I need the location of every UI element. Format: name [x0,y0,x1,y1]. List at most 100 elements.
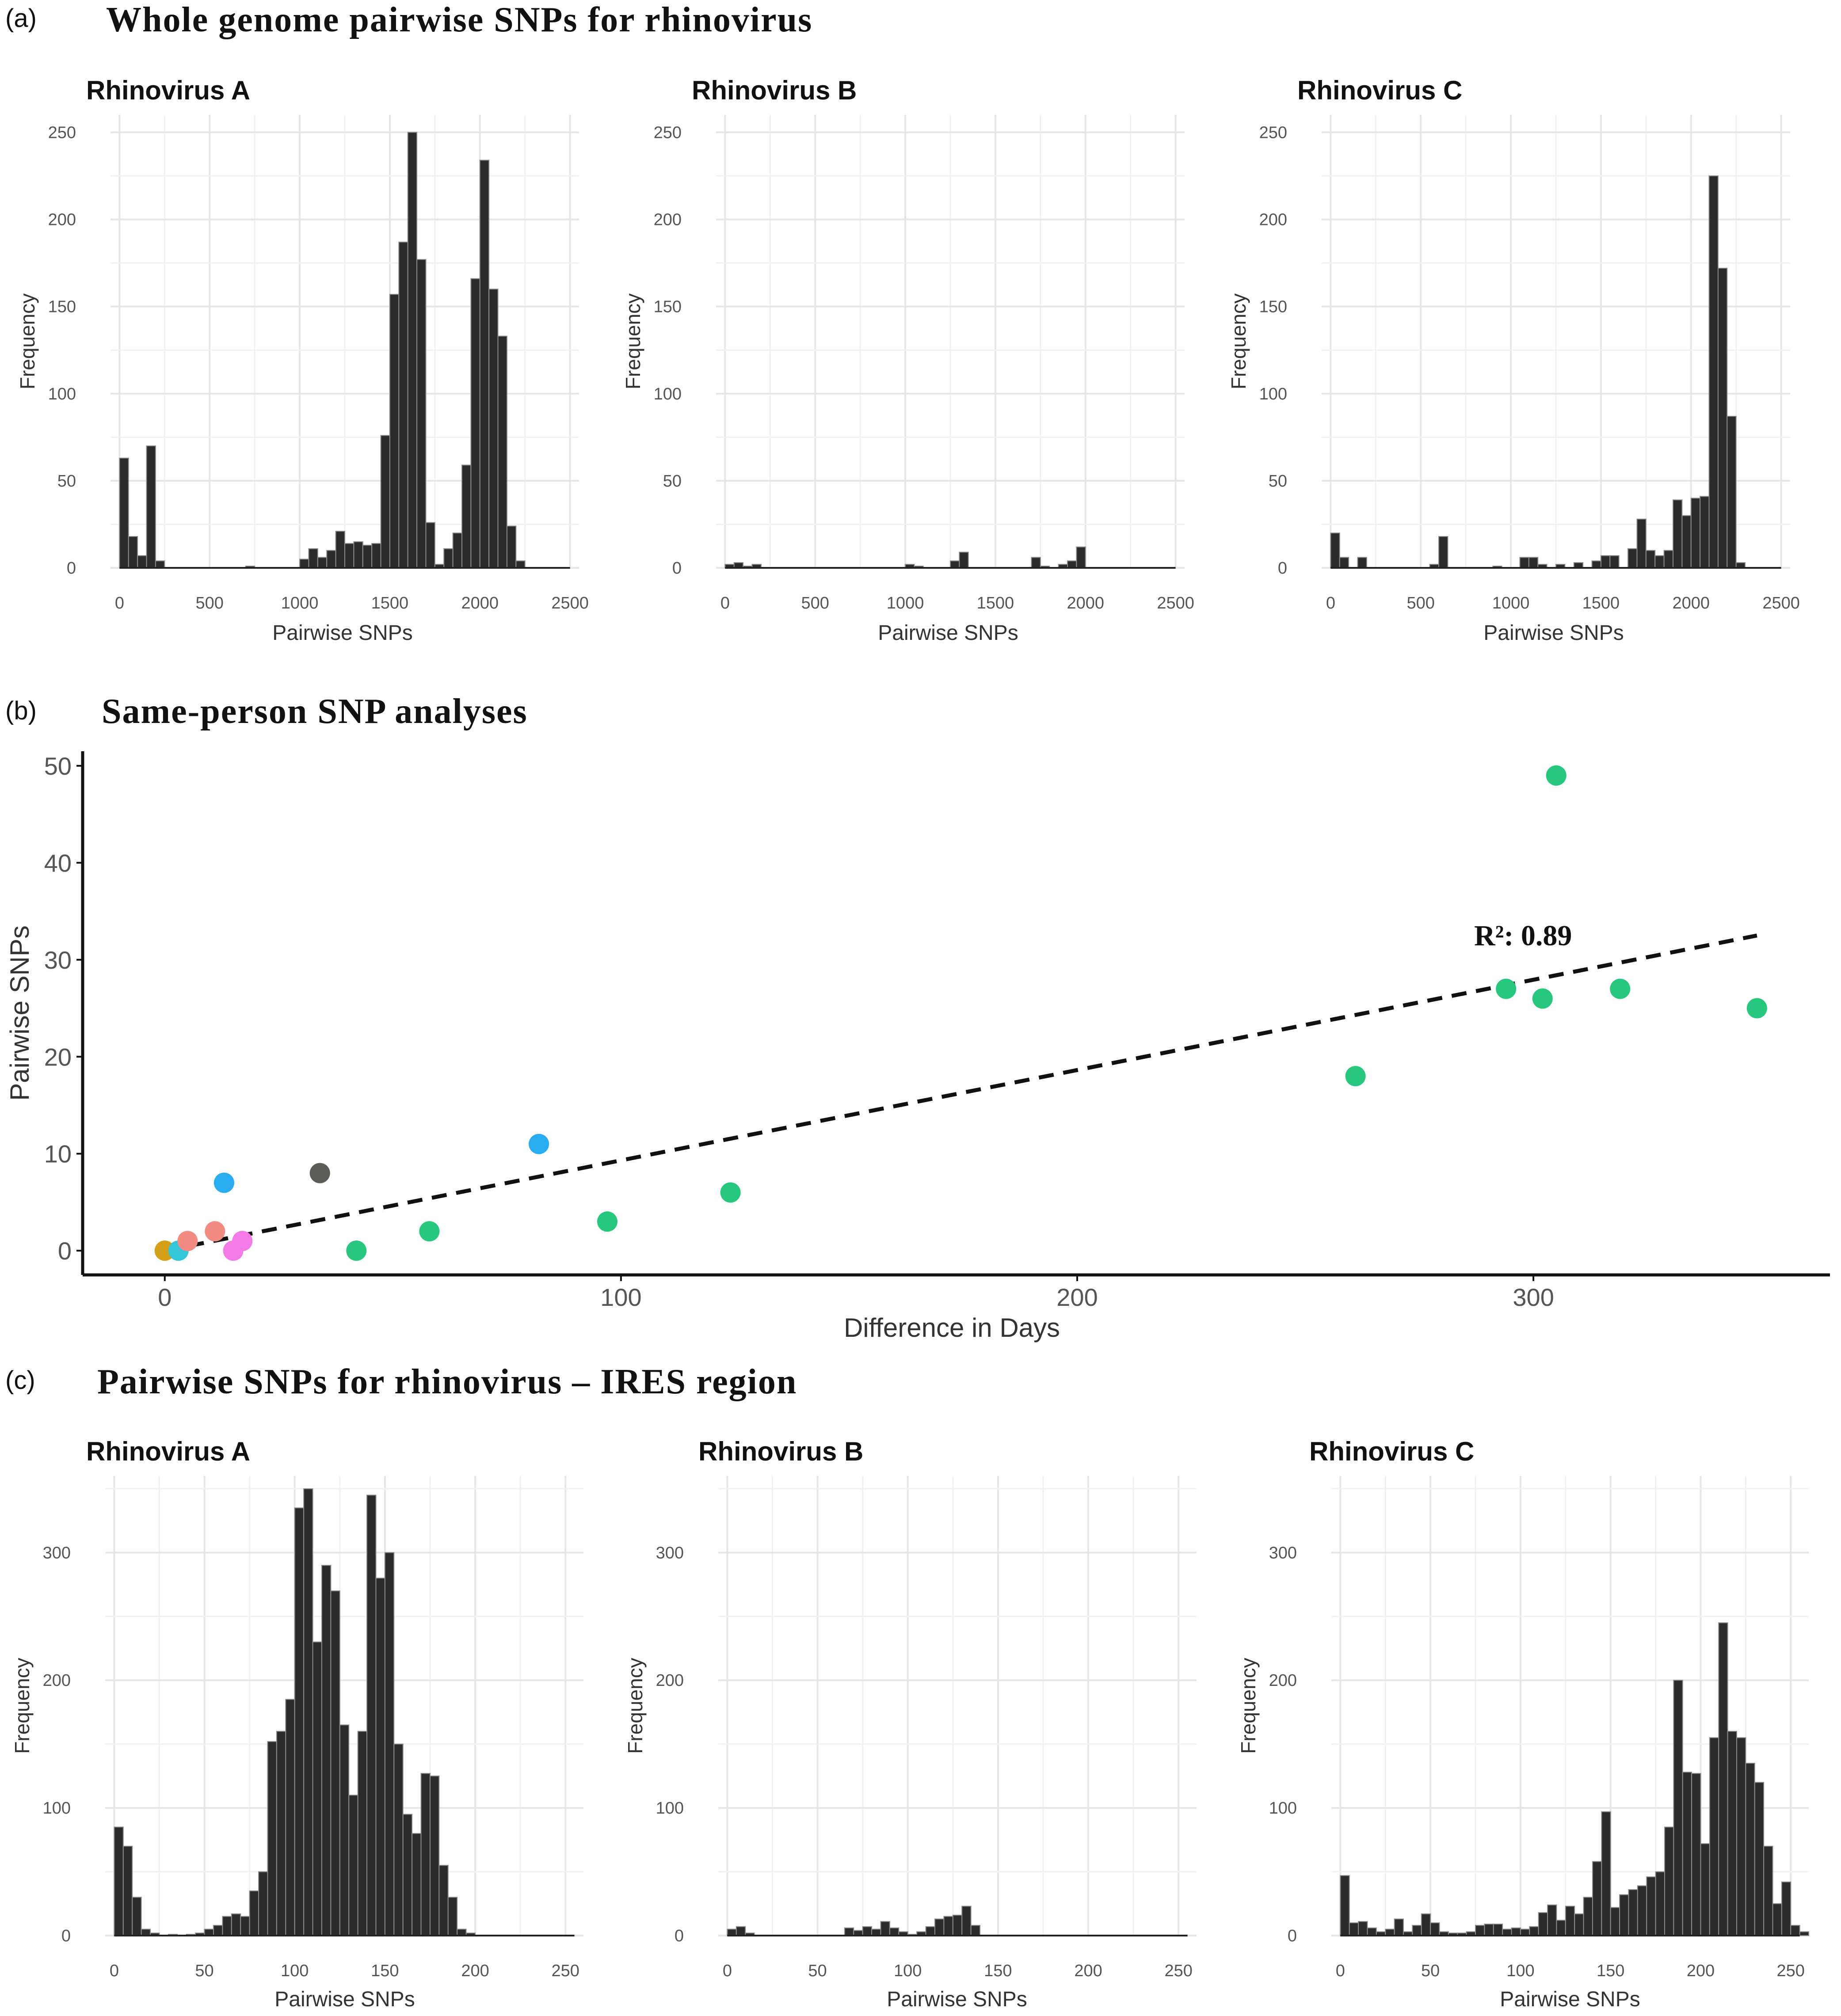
hist-c-0-bar [393,1743,404,1936]
hist-c-0-xtick: 150 [371,1962,399,1980]
hist-a-2-bar [1700,496,1710,568]
hist-c-1-ytick: 0 [675,1927,684,1945]
hist-c-2-bar [1637,1885,1647,1936]
hist-c-0-bar [276,1731,286,1936]
hist-a-2-bar [1591,560,1601,568]
hist-c-2-bar [1736,1737,1746,1936]
hist-a-0-bar [416,259,427,568]
hist-a-0-bar [155,560,165,568]
hist-c-0-bar [122,1845,133,1936]
hist-c-2-bar [1673,1680,1683,1936]
scatter-xtick: 200 [1056,1283,1098,1311]
hist-c-0-bar [249,1890,259,1936]
hist-c-2-bar [1538,1912,1548,1936]
scatter-point [1546,765,1567,786]
hist-c-2-bar [1628,1889,1638,1936]
r-squared-annotation: R²: 0.89 [1474,920,1572,952]
hist-a-1-ytick: 0 [672,559,682,578]
hist-a-0-bar [398,241,408,568]
hist-c-2-bar [1754,1782,1765,1936]
hist-c-1-bar [943,1916,953,1936]
hist-a-0-xtick: 500 [196,594,224,612]
hist-c-2-bar [1475,1925,1485,1936]
hist-a-0-bar [506,525,517,569]
hist-a-0-xtick: 2000 [461,594,499,612]
scatter-ytick: 30 [44,946,72,974]
hist-c-2-bar [1394,1918,1404,1936]
hist-c-1-xtick: 0 [723,1962,732,1980]
panel-a-title: Whole genome pairwise SNPs for rhinoviru… [106,0,813,39]
panel-b-letter: (b) [5,696,37,725]
hist-a-0-bar [119,457,129,569]
hist-a-0-bar [137,555,147,568]
hist-c-1-bar [871,1929,881,1936]
hist-c-2-ylabel: Frequency [1237,1658,1260,1754]
hist-a-0-bar [371,543,381,569]
hist-c-0-bar [294,1507,305,1936]
scatter-xlabel: Difference in Days [844,1313,1060,1343]
hist-c-0-bar [204,1929,214,1936]
hist-c-2-xtick: 0 [1336,1962,1345,1980]
hist-c-2-bar [1592,1861,1602,1936]
hist-a-0-bar [443,548,454,569]
scatter-xtick: 0 [158,1283,172,1311]
hist-a-0-bar [146,445,156,568]
scatter-point [529,1134,549,1154]
hist-c-0-bar [285,1699,295,1936]
scatter-point [1532,988,1553,1009]
hist-c-0-bar [321,1565,332,1936]
hist-c-0-bar [267,1741,277,1936]
hist-a-1-bar [1067,560,1077,568]
hist-a-0-xtick: 2500 [551,594,589,612]
hist-c-2-xtick: 100 [1506,1962,1534,1980]
hist-a-1-xtick: 500 [801,594,829,612]
hist-a-0-bar [452,533,462,568]
hist-c-0-bar [375,1578,385,1936]
hist-a-2-title: Rhinovirus C [1297,76,1462,105]
hist-a-2-ytick: 200 [1259,211,1287,229]
hist-c-2-bar [1718,1622,1728,1936]
hist-c-0-bar [384,1552,395,1936]
hist-a-0-bar [479,160,490,568]
hist-c-0-bar [339,1724,350,1936]
hist-a-0-bar [407,132,418,568]
scatter-ytick: 40 [44,849,72,877]
hist-a-0-bar [380,435,390,569]
hist-a-0-ytick: 0 [67,559,76,578]
hist-c-2-xlabel: Pairwise SNPs [1500,1988,1640,2011]
hist-c-1-bar [925,1926,935,1936]
scatter-ytick: 10 [44,1140,72,1168]
hist-c-2-bar [1358,1921,1368,1936]
hist-c-1-xtick: 150 [984,1962,1012,1980]
hist-c-2-bar [1682,1772,1692,1936]
hist-c-1-xtick: 200 [1074,1962,1102,1980]
scatter-ytick: 50 [44,752,72,780]
hist-a-0-bar [353,541,363,568]
scatter-point [419,1221,440,1242]
hist-a-2-xtick: 2000 [1672,594,1710,612]
scatter-xtick: 300 [1513,1283,1554,1311]
hist-a-1-xlabel: Pairwise SNPs [878,621,1018,645]
hist-c-0-bar [438,1865,449,1936]
hist-a-0-bar [344,543,354,569]
hist-c-1-xtick: 50 [808,1962,827,1980]
hist-a-0-bar [425,522,435,568]
hist-c-2-bar [1502,1929,1512,1936]
scatter-point [1610,978,1631,999]
hist-a-0-bar [515,560,526,568]
hist-c-0-xtick: 0 [110,1962,119,1980]
hist-a-0-ylabel: Frequency [16,293,39,389]
hist-c-2-bar [1700,1843,1710,1936]
hist-c-2-bar [1745,1763,1755,1936]
hist-c-0-xtick: 250 [551,1962,579,1980]
scatter-point [597,1211,617,1232]
hist-c-2-bar [1610,1907,1620,1936]
hist-a-2-ylabel: Frequency [1227,293,1250,389]
hist-c-2-bar [1421,1913,1431,1936]
panel-a-letter: (a) [5,4,37,33]
hist-c-0-bar [429,1775,440,1936]
hist-c-0-xtick: 200 [461,1962,489,1980]
hist-c-1-xlabel: Pairwise SNPs [887,1988,1027,2011]
hist-a-1-ytick: 200 [654,211,682,229]
hist-c-2-bar [1799,1931,1809,1936]
